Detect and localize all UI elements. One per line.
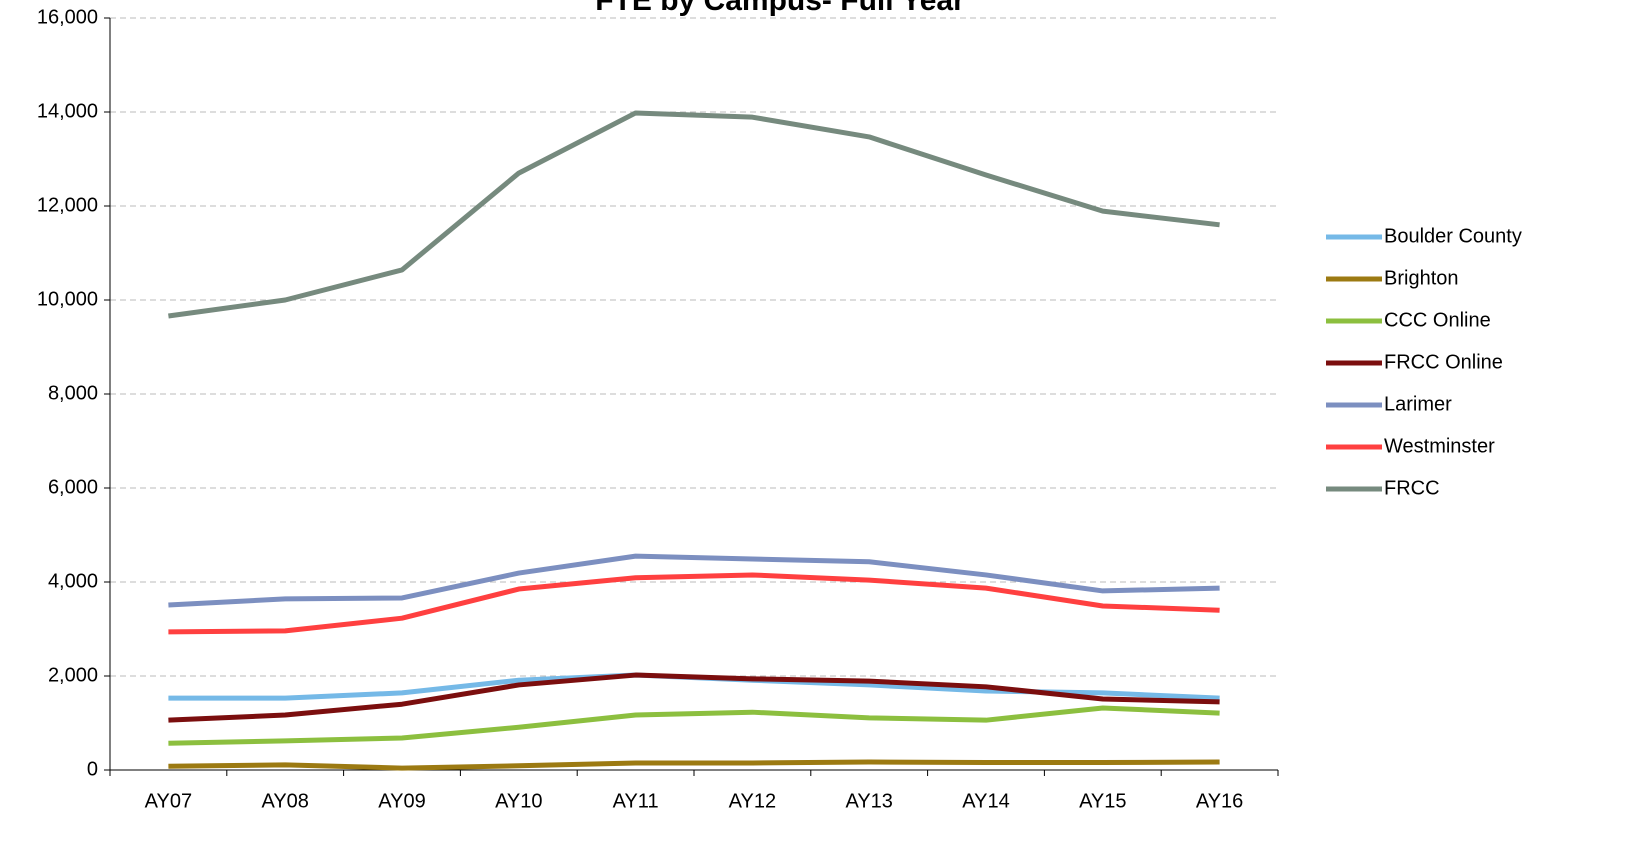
legend-label: Boulder County [1384,225,1522,247]
y-tick-label: 14,000 [37,100,98,122]
x-tick-label: AY09 [378,790,425,812]
line [168,672,1220,723]
x-tick-label: AY08 [261,790,308,812]
y-tick-label: 16,000 [37,6,98,28]
x-tick-label: AY07 [145,790,192,812]
chart-title: FTE by Campus- Full Year [595,0,965,17]
legend-label: Westminster [1384,435,1495,457]
line [168,705,1220,746]
y-tick-label: 0 [87,758,98,780]
legend-label: CCC Online [1384,309,1491,331]
line [168,572,1220,635]
x-tick-label: AY12 [729,790,776,812]
x-tick-label: AY14 [962,790,1009,812]
legend-label: FRCC [1384,477,1440,499]
x-tick-label: AY15 [1079,790,1126,812]
x-tick-label: AY16 [1196,790,1243,812]
y-tick-label: 12,000 [37,194,98,216]
y-tick-label: 2,000 [48,664,98,686]
x-tick-label: AY11 [613,790,659,812]
line [168,553,1220,608]
y-tick-label: 4,000 [48,570,98,592]
line [168,759,1220,771]
x-tick-label: AY10 [495,790,542,812]
x-tick-label: AY13 [845,790,892,812]
legend-label: Larimer [1384,393,1452,415]
y-tick-label: 10,000 [37,288,98,310]
line [168,110,1220,319]
y-tick-label: 8,000 [48,382,98,404]
legend-label: FRCC Online [1384,351,1503,373]
y-tick-label: 6,000 [48,476,98,498]
legend-label: Brighton [1384,267,1459,289]
